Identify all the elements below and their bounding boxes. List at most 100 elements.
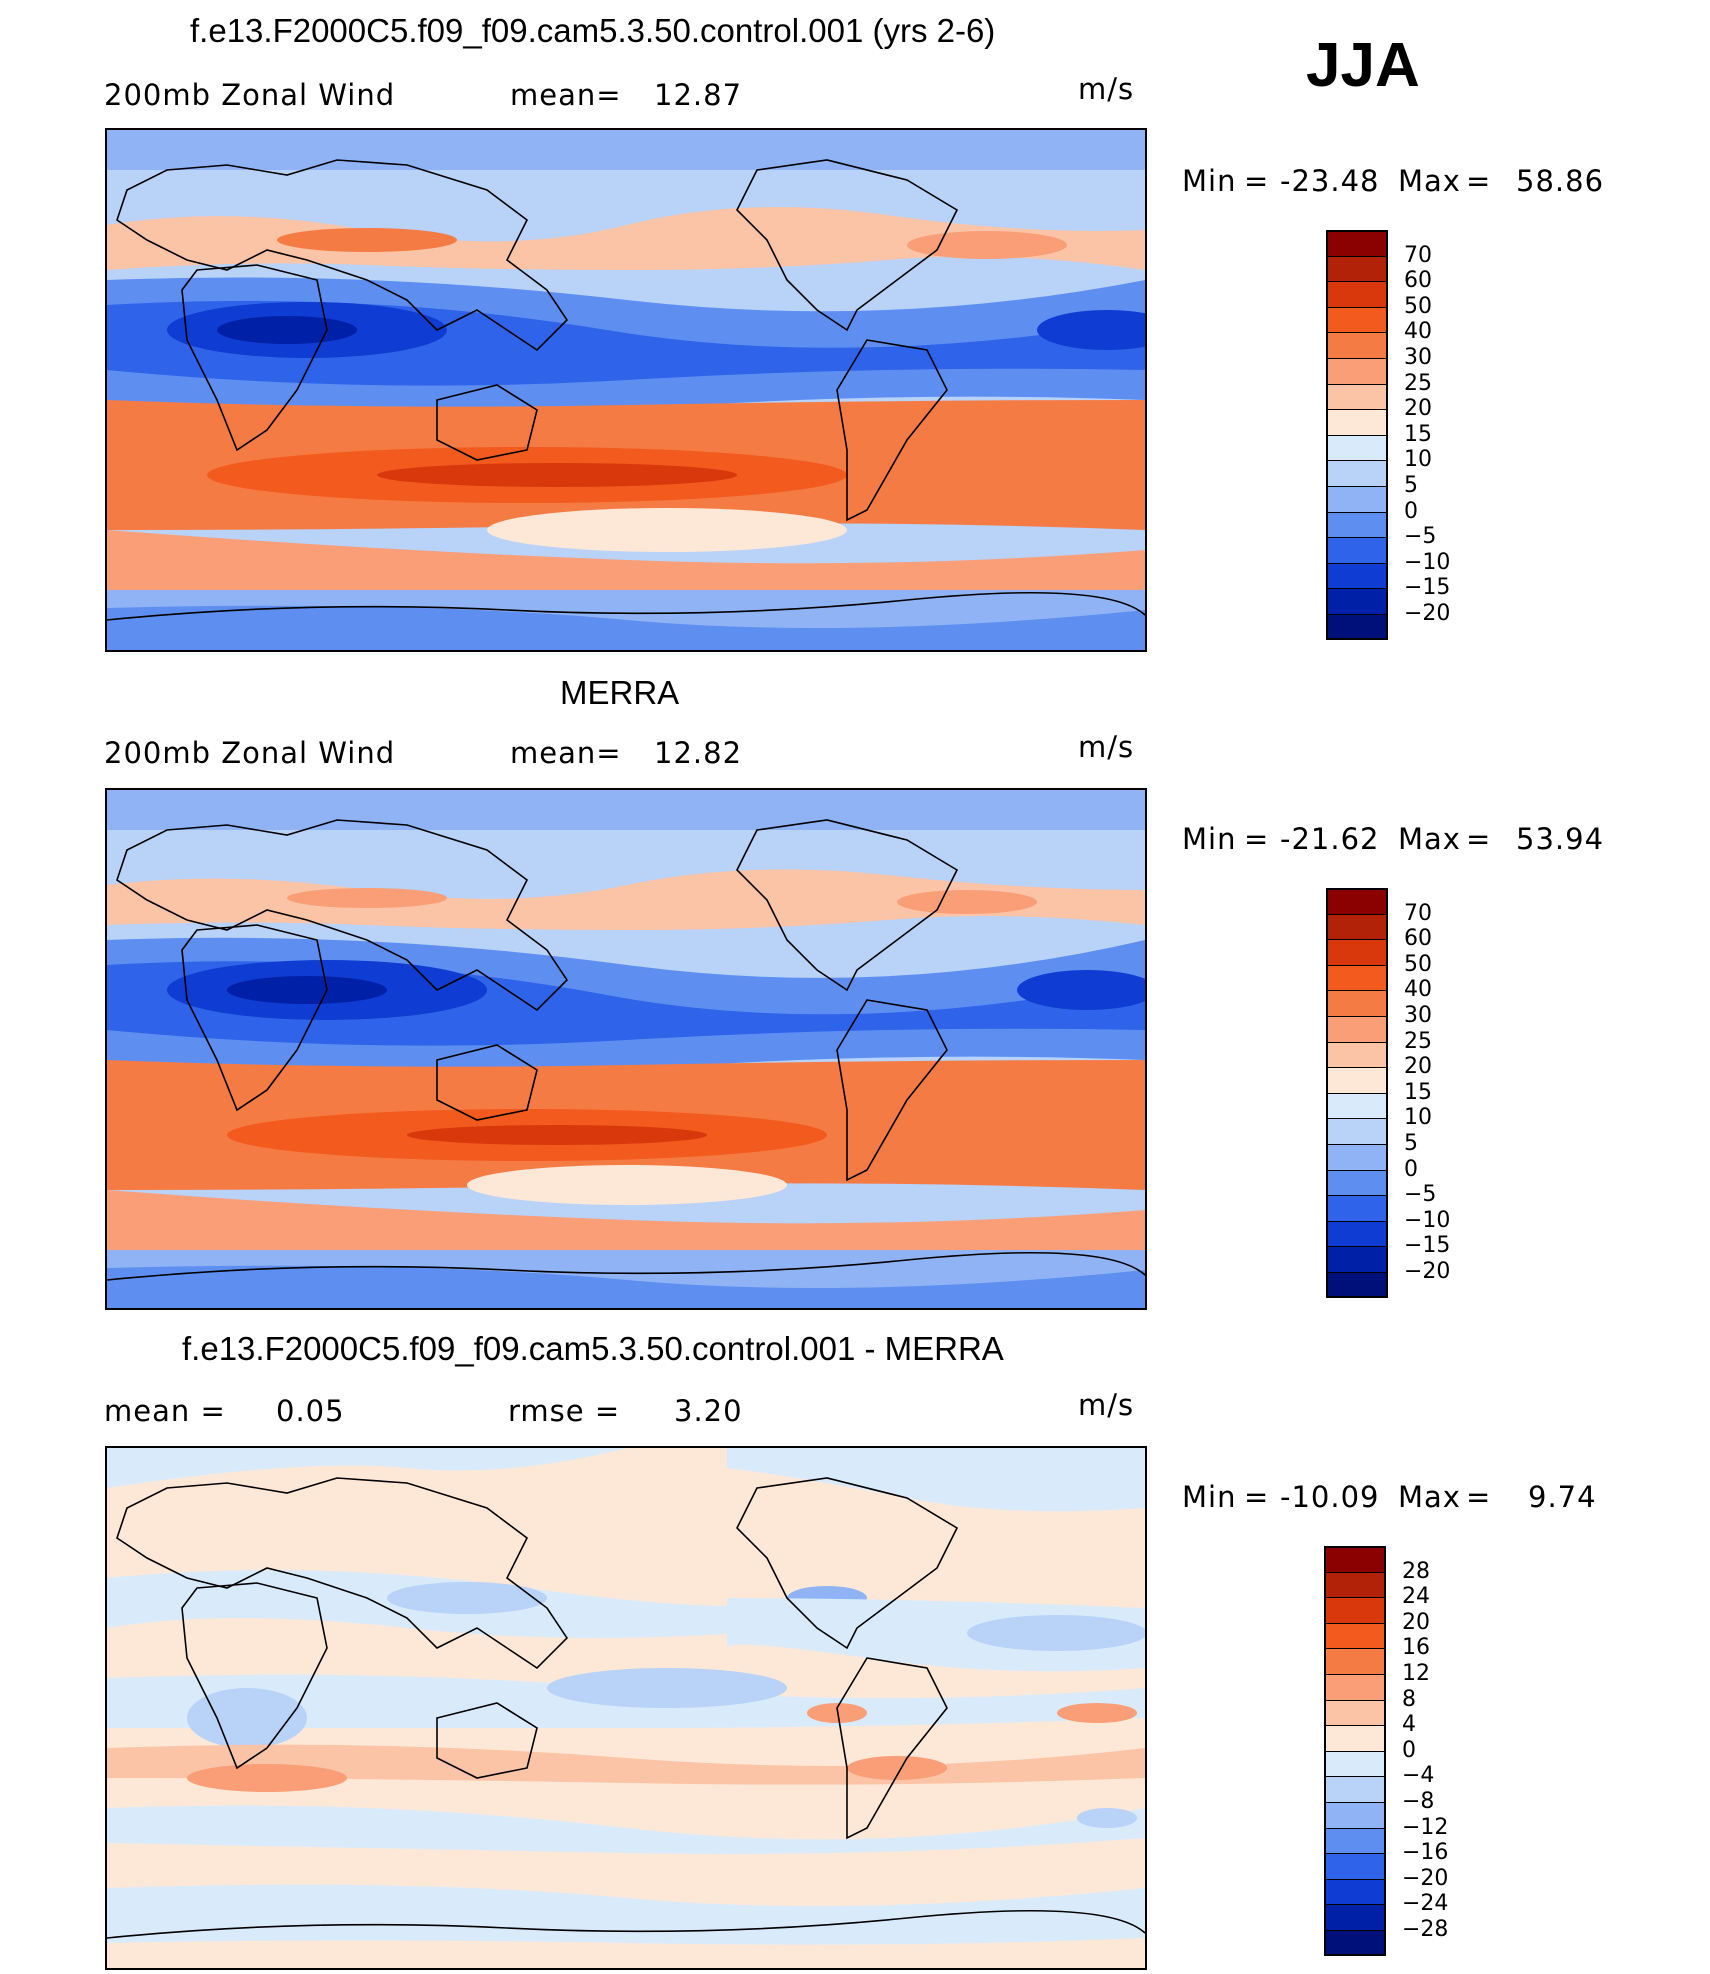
panel-1-mean-value: 12.87 xyxy=(654,78,743,112)
colorbar-separator xyxy=(1324,1571,1386,1573)
panel-1-north-america-outline xyxy=(736,159,959,332)
colorbar-tick-label: −12 xyxy=(1402,1814,1449,1840)
colorbar-tick-label: 60 xyxy=(1404,268,1432,294)
panel-1-australia-outline xyxy=(436,384,538,461)
colorbar-separator xyxy=(1324,1725,1386,1727)
colorbar-separator xyxy=(1326,1092,1388,1094)
panel-2-map xyxy=(105,788,1147,1310)
colorbar-swatch xyxy=(1326,332,1388,358)
panel-3-north-america-outline xyxy=(736,1477,959,1650)
colorbar-swatch xyxy=(1326,409,1388,435)
colorbar-separator xyxy=(1326,1195,1388,1197)
colorbar-separator xyxy=(1326,281,1388,283)
colorbar-separator xyxy=(1326,486,1388,487)
panel-3-rmse-label: rmse = xyxy=(508,1394,621,1428)
panel-3-neg-core-sh xyxy=(1077,1808,1137,1828)
colorbar-separator xyxy=(1326,255,1388,257)
panel-1-band-polar-n xyxy=(107,130,1145,170)
colorbar-swatch xyxy=(1326,964,1388,991)
panel-1-eq-2: = xyxy=(1466,164,1492,198)
panel-1-jet-core-atlantic xyxy=(907,231,1067,259)
panel-2-band-subpolar xyxy=(107,1190,1145,1257)
colorbar-tick-label: −4 xyxy=(1402,1763,1435,1789)
panel-3-min-value: -10.09 xyxy=(1280,1480,1380,1514)
colorbar-swatch xyxy=(1324,1622,1386,1649)
colorbar-tick-label: 70 xyxy=(1404,900,1432,926)
colorbar-swatch xyxy=(1326,614,1388,640)
colorbar-separator xyxy=(1324,1904,1386,1906)
colorbar-tick-label: 12 xyxy=(1402,1661,1430,1686)
panel-3-map xyxy=(105,1446,1147,1970)
panel-1-colorbar: 70 60 50 40 30 25 20 15 10 5 0 −5 −10 −15 −20 xyxy=(1326,230,1526,640)
colorbar-tick-label: 0 xyxy=(1404,498,1418,524)
panel-1-eq-1: = xyxy=(1244,164,1270,198)
panel-2-min-value: -21.62 xyxy=(1280,822,1380,856)
colorbar-swatch xyxy=(1326,358,1388,384)
colorbar-tick-label: 24 xyxy=(1402,1584,1430,1610)
colorbar-separator xyxy=(1326,588,1388,590)
panel-1-south-america-outline xyxy=(836,339,948,522)
colorbar-separator xyxy=(1326,537,1388,539)
colorbar-swatch xyxy=(1324,1546,1386,1572)
panel-3-max-label: Max xyxy=(1398,1480,1461,1514)
panel-2-tej-max xyxy=(227,976,387,1004)
panel-2-eurasia-outline xyxy=(116,819,569,1012)
colorbar-swatch xyxy=(1324,1904,1386,1930)
panel-3-eq-1: = xyxy=(1244,1480,1270,1514)
panel-3-mean-label: mean = xyxy=(104,1394,226,1428)
panel-1-eurasia-outline xyxy=(116,159,569,352)
colorbar-tick-label: 4 xyxy=(1402,1712,1416,1738)
colorbar-swatch xyxy=(1324,1827,1386,1854)
panel-2-units: m/s xyxy=(1078,730,1135,764)
colorbar-separator xyxy=(1324,1776,1386,1778)
panel-2-coastlines xyxy=(107,819,1145,1281)
panel-2-atl-easterly xyxy=(1017,970,1145,1010)
panel-3-south-america-outline xyxy=(836,1657,948,1840)
colorbar-swatch xyxy=(1326,281,1388,307)
colorbar-separator xyxy=(1324,1597,1386,1599)
colorbar-tick-label: 0 xyxy=(1402,1737,1416,1763)
colorbar-tick-label: 30 xyxy=(1404,1003,1432,1028)
colorbar-tick-label: 16 xyxy=(1402,1635,1430,1661)
colorbar-swatch xyxy=(1326,1169,1388,1196)
colorbar-swatch xyxy=(1326,1092,1388,1119)
panel-3-coastlines xyxy=(107,1477,1145,1939)
panel-2-eq-1: = xyxy=(1244,822,1270,856)
colorbar-swatch xyxy=(1326,1272,1388,1298)
colorbar-separator xyxy=(1326,383,1388,385)
colorbar-separator xyxy=(1326,306,1388,308)
panel-1-band-subtrop-jet-n xyxy=(107,207,1145,270)
colorbar-separator xyxy=(1324,1750,1386,1752)
panel-2-eq-2: = xyxy=(1466,822,1492,856)
colorbar-separator xyxy=(1326,1144,1388,1145)
colorbar-tick-label: −5 xyxy=(1404,524,1437,550)
colorbar-separator xyxy=(1326,1067,1388,1069)
colorbar-tick-label: 40 xyxy=(1404,319,1432,345)
panel-3-map-svg xyxy=(107,1448,1145,1968)
panel-1-atl-easterly xyxy=(1037,310,1145,350)
colorbar-separator xyxy=(1324,1853,1386,1855)
colorbar-swatch xyxy=(1326,1246,1388,1272)
panel-3-max-value: 9.74 xyxy=(1528,1480,1597,1514)
panel-1-map-svg xyxy=(107,130,1145,650)
panel-3-australia-outline xyxy=(436,1702,538,1779)
colorbar-tick-label: −20 xyxy=(1402,1865,1449,1891)
colorbar-swatch xyxy=(1324,1878,1386,1905)
colorbar-swatch xyxy=(1324,1725,1386,1751)
colorbar-separator xyxy=(1324,1648,1386,1650)
colorbar-separator xyxy=(1326,460,1388,462)
colorbar-swatch xyxy=(1326,888,1388,914)
panel-2-max-value: 53.94 xyxy=(1516,822,1605,856)
colorbar-swatch xyxy=(1326,1195,1388,1221)
colorbar-tick-label: 30 xyxy=(1404,345,1432,370)
colorbar-tick-label: 5 xyxy=(1404,1131,1418,1156)
panel-1-sh-jet-max xyxy=(377,463,737,487)
panel-2-band-subtrop-jet-n xyxy=(107,869,1145,930)
panel-1-band-subpolar xyxy=(107,530,1145,597)
panel-2-map-svg xyxy=(107,790,1145,1308)
colorbar-tick-label: −20 xyxy=(1404,1259,1451,1284)
colorbar-swatch xyxy=(1324,1674,1386,1700)
panel-3-mean-value: 0.05 xyxy=(276,1394,345,1428)
colorbar-separator xyxy=(1326,1246,1388,1248)
colorbar-tick-label: −20 xyxy=(1404,601,1451,626)
